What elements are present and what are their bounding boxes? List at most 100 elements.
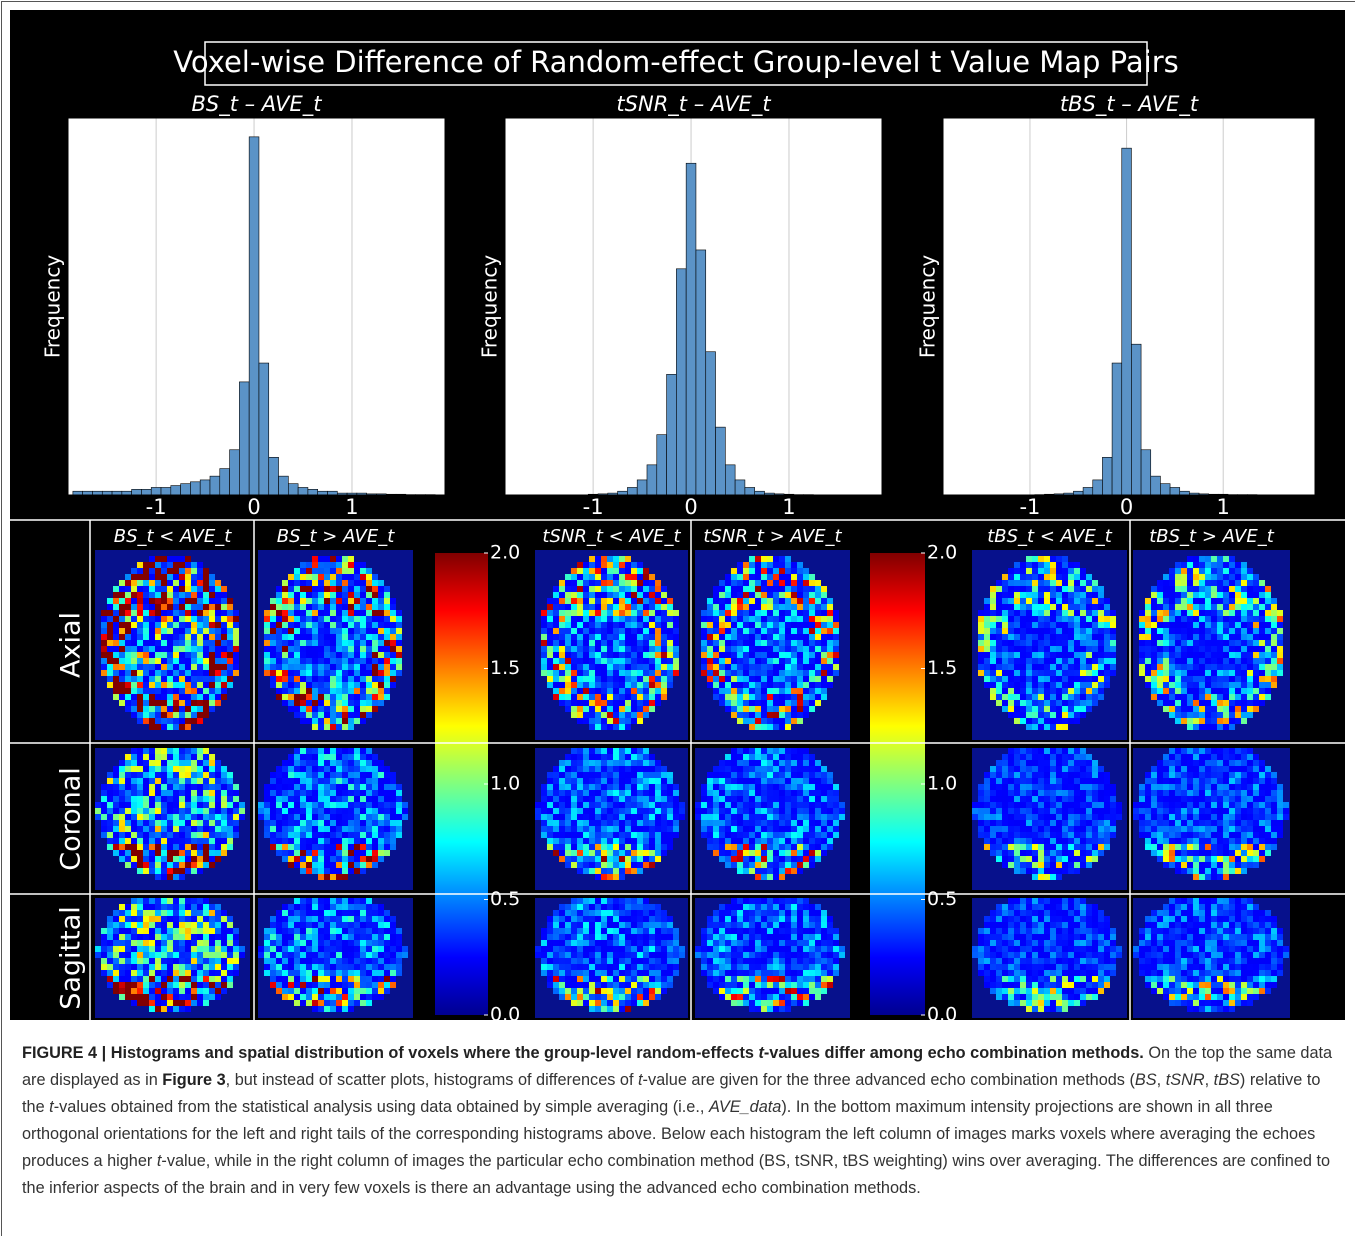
y-axis-label: Frequency	[478, 255, 502, 358]
map-voxel	[743, 634, 749, 640]
map-voxel	[559, 592, 565, 598]
map-voxel	[577, 706, 583, 712]
map-voxel	[179, 646, 185, 652]
map-voxel	[155, 640, 161, 646]
map-voxel	[336, 970, 342, 976]
map-voxel	[167, 844, 173, 850]
map-voxel	[95, 814, 101, 820]
map-voxel	[755, 598, 761, 604]
map-voxel	[167, 640, 173, 646]
map-voxel	[233, 796, 239, 802]
map-voxel	[149, 808, 155, 814]
map-voxel	[749, 700, 755, 706]
map-voxel	[312, 640, 318, 646]
map-voxel	[330, 826, 336, 832]
map-voxel	[336, 862, 342, 868]
map-voxel	[330, 802, 336, 808]
map-voxel	[125, 676, 131, 682]
map-voxel	[149, 682, 155, 688]
map-voxel	[294, 598, 300, 604]
map-voxel	[336, 610, 342, 616]
map-voxel	[221, 952, 227, 958]
map-voxel	[324, 970, 330, 976]
map-voxel	[227, 802, 233, 808]
map-voxel	[384, 916, 390, 922]
map-voxel	[649, 832, 655, 838]
map-voxel	[324, 814, 330, 820]
map-voxel	[264, 646, 270, 652]
map-voxel	[619, 592, 625, 598]
map-voxel	[342, 982, 348, 988]
map-voxel	[131, 964, 137, 970]
map-voxel	[215, 766, 221, 772]
map-voxel	[167, 814, 173, 820]
map-voxel	[167, 982, 173, 988]
map-voxel	[330, 910, 336, 916]
map-voxel	[276, 808, 282, 814]
map-voxel	[613, 832, 619, 838]
map-voxel	[755, 682, 761, 688]
map-voxel	[191, 592, 197, 598]
map-voxel	[336, 916, 342, 922]
map-voxel	[833, 628, 839, 634]
map-voxel	[300, 796, 306, 802]
map-voxel	[613, 682, 619, 688]
map-voxel	[547, 922, 553, 928]
map-voxel	[366, 820, 372, 826]
map-voxel	[767, 778, 773, 784]
map-voxel	[342, 610, 348, 616]
map-voxel	[577, 862, 583, 868]
map-voxel	[294, 682, 300, 688]
map-voxel	[131, 622, 137, 628]
map-voxel	[637, 766, 643, 772]
map-voxel	[209, 670, 215, 676]
map-voxel	[583, 952, 589, 958]
map-voxel	[366, 766, 372, 772]
map-voxel	[791, 568, 797, 574]
map-voxel	[595, 808, 601, 814]
map-voxel	[203, 628, 209, 634]
map-voxel	[306, 754, 312, 760]
map-voxel	[258, 814, 264, 820]
map-voxel	[779, 562, 785, 568]
map-voxel	[701, 664, 707, 670]
map-voxel	[378, 760, 384, 766]
map-voxel	[743, 664, 749, 670]
map-voxel	[390, 982, 396, 988]
map-voxel	[203, 844, 209, 850]
map-voxel	[336, 748, 342, 754]
map-voxel	[553, 658, 559, 664]
map-voxel	[547, 976, 553, 982]
map-voxel	[631, 844, 637, 850]
map-voxel	[809, 580, 815, 586]
histogram-bar	[230, 450, 240, 495]
map-voxel	[601, 778, 607, 784]
map-voxel	[137, 838, 143, 844]
map-voxel	[655, 796, 661, 802]
map-voxel	[179, 862, 185, 868]
map-voxel	[318, 676, 324, 682]
map-voxel	[125, 820, 131, 826]
map-voxel	[137, 670, 143, 676]
map-voxel	[137, 844, 143, 850]
map-voxel	[827, 664, 833, 670]
map-voxel	[270, 604, 276, 610]
map-voxel	[773, 616, 779, 622]
map-voxel	[667, 982, 673, 988]
map-voxel	[613, 850, 619, 856]
map-voxel	[707, 814, 713, 820]
map-voxel	[318, 628, 324, 634]
map-voxel	[384, 796, 390, 802]
map-voxel	[761, 748, 767, 754]
map-voxel	[589, 940, 595, 946]
map-voxel	[649, 988, 655, 994]
map-voxel	[155, 664, 161, 670]
map-voxel	[149, 754, 155, 760]
map-voxel	[155, 1006, 161, 1012]
map-voxel	[372, 598, 378, 604]
map-voxel	[553, 928, 559, 934]
map-voxel	[643, 670, 649, 676]
map-voxel	[631, 922, 637, 928]
map-voxel	[336, 832, 342, 838]
map-voxel	[643, 682, 649, 688]
